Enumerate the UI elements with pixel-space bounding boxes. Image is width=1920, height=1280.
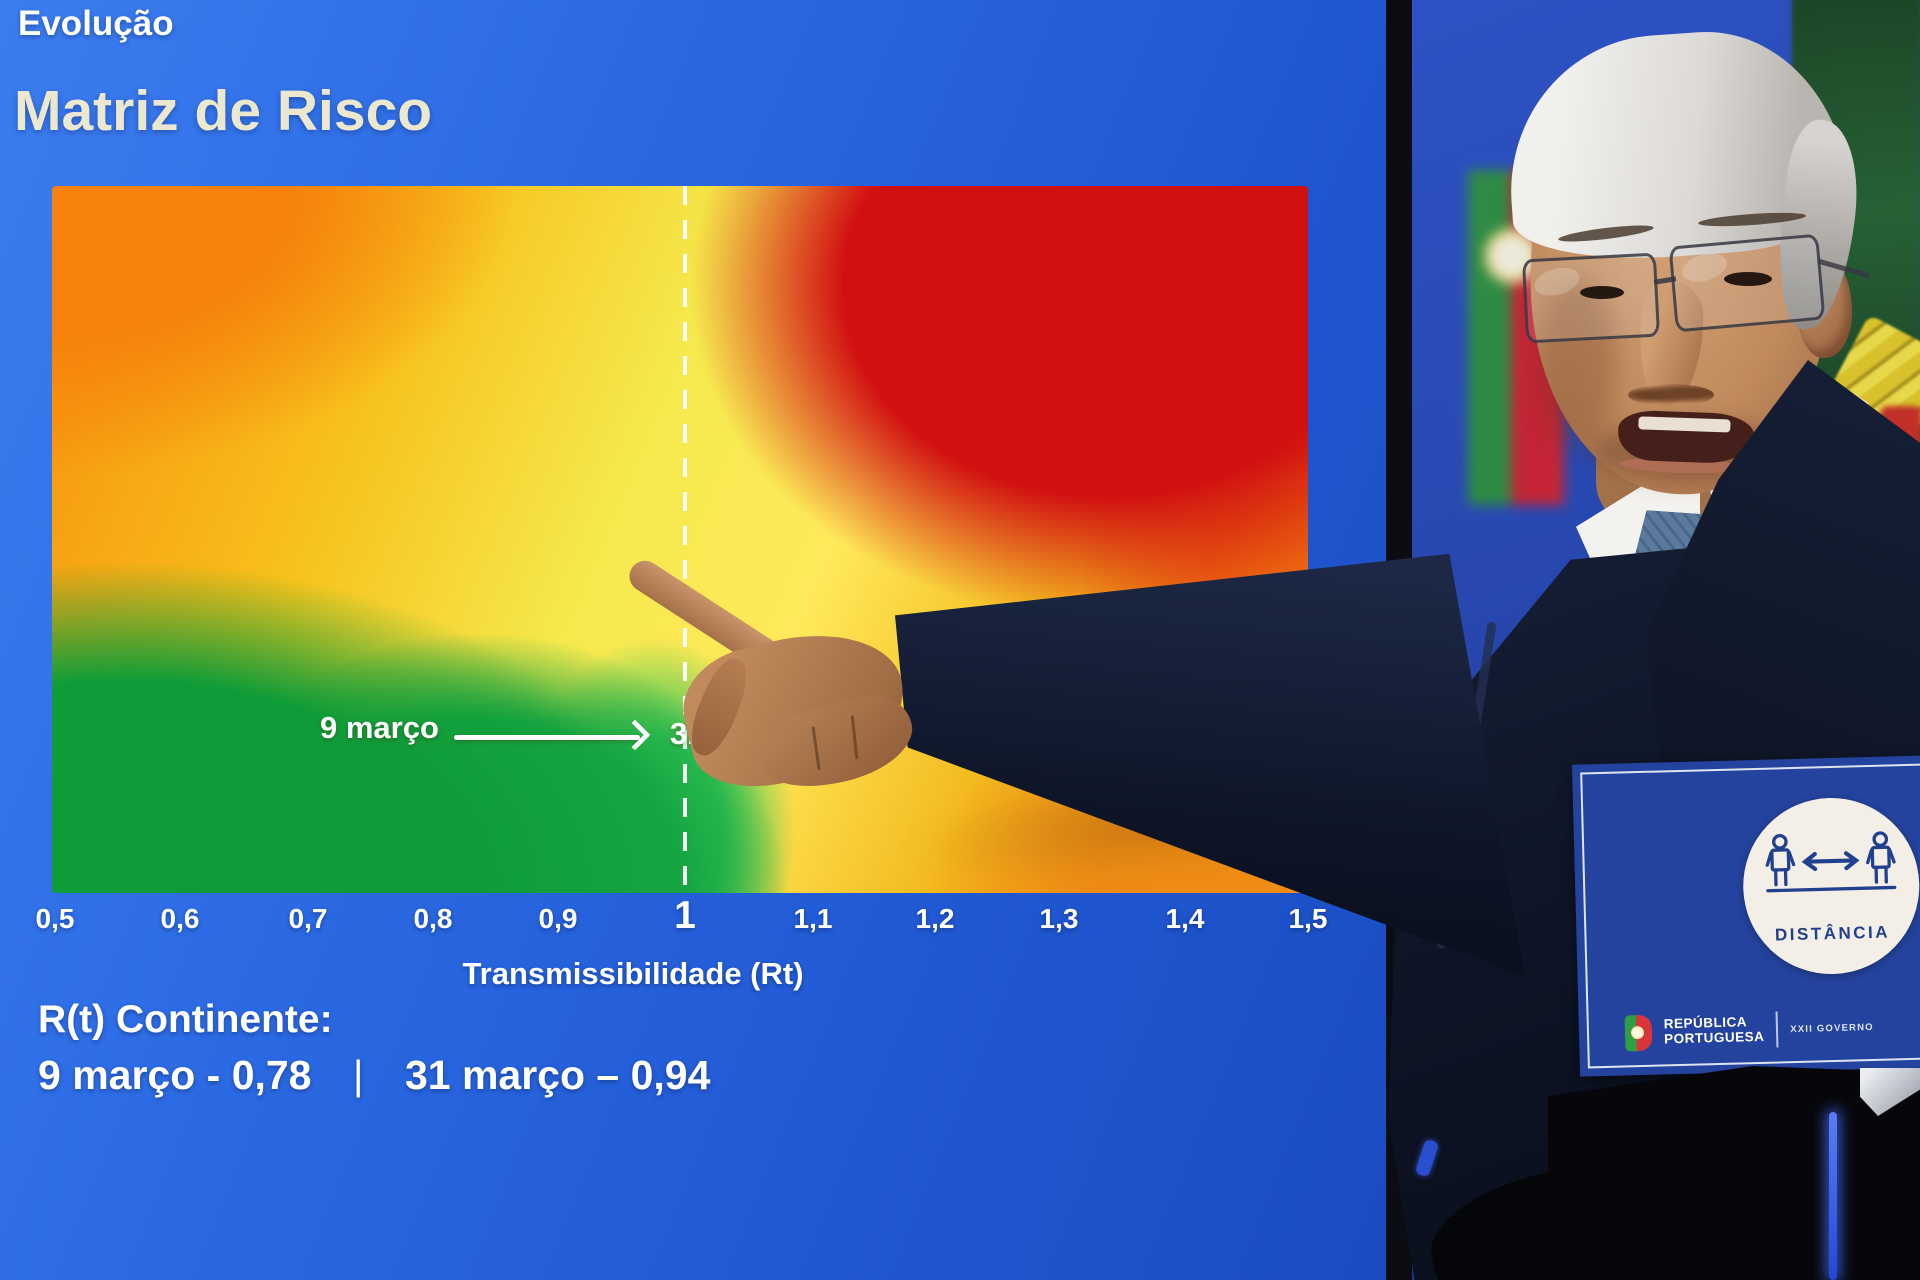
x-tick-0-7: 0,7 [288,903,328,934]
lens-glare [1678,248,1731,287]
sign-footer: REPÚBLICA PORTUGUESA XXII GOVERNO [1624,1004,1920,1056]
annotation-9-marco: 9 março [320,710,439,745]
x-tick-1-2: 1,2 [915,903,955,934]
republica-portuguesa-label: REPÚBLICA PORTUGUESA [1663,1014,1765,1047]
distancia-badge: DISTÂNCIA [1740,795,1920,977]
nostrils [1628,384,1714,406]
rt-values-separator: | [352,1052,364,1098]
lectern-base [1548,1066,1920,1280]
two-people-distance-arrow-icon [1765,831,1897,893]
x-tick-0-5: 0,5 [35,903,75,934]
left-eye [1580,286,1624,299]
x-tick-0-9: 0,9 [538,903,578,934]
x-tick-1-4: 1,4 [1165,903,1205,934]
lectern-led-edge [1829,1112,1837,1280]
right-eye [1724,272,1772,286]
finger-crease [811,726,821,771]
governo-label: XXII GOVERNO [1790,1021,1874,1035]
x-tick-0-8: 0,8 [413,903,453,934]
slide-title: Matriz de Risco [14,79,433,143]
rt-1-reference-dashed-line [683,186,687,893]
glasses-temple-arm [1818,258,1870,279]
lectern-sign: DISTÂNCIA REPÚBLICA PORTUGUESA XXII GOVE… [1571,755,1920,1077]
rt-footer-heading: R(t) Continente: [38,998,333,1041]
x-tick-1: 1 [674,894,696,937]
x-axis-label: Transmissibilidade (Rt) [462,956,804,991]
flag-green-field [1468,170,1512,505]
x-tick-1-1: 1,1 [793,903,833,934]
republica-portuguesa-flag-logo [1624,1014,1653,1052]
eyeglasses [1521,233,1870,364]
sign-divider [1775,1011,1779,1048]
slide-kicker: Evolução [18,4,174,43]
lens-glare [1531,263,1583,301]
finger-crease [850,715,859,760]
annotation-arrow-shaft [454,735,640,740]
rt-value-31-marco: 31 março – 0,94 [404,1052,711,1098]
x-tick-1-3: 1,3 [1039,903,1079,934]
rt-footer-values: 9 março - 0,78 | 31 março – 0,94 [38,1052,710,1099]
teeth [1638,416,1731,433]
x-tick-1-5: 1,5 [1288,903,1328,934]
rt-value-9-marco: 9 março - 0,78 [38,1052,312,1098]
pointing-hand [600,540,940,803]
republic-line2: PORTUGUESA [1663,1028,1765,1047]
open-mouth-talking [1617,409,1755,465]
x-tick-0-6: 0,6 [160,903,200,934]
cheek-shadow [1538,278,1618,448]
distancia-label: DISTÂNCIA [1774,922,1891,945]
